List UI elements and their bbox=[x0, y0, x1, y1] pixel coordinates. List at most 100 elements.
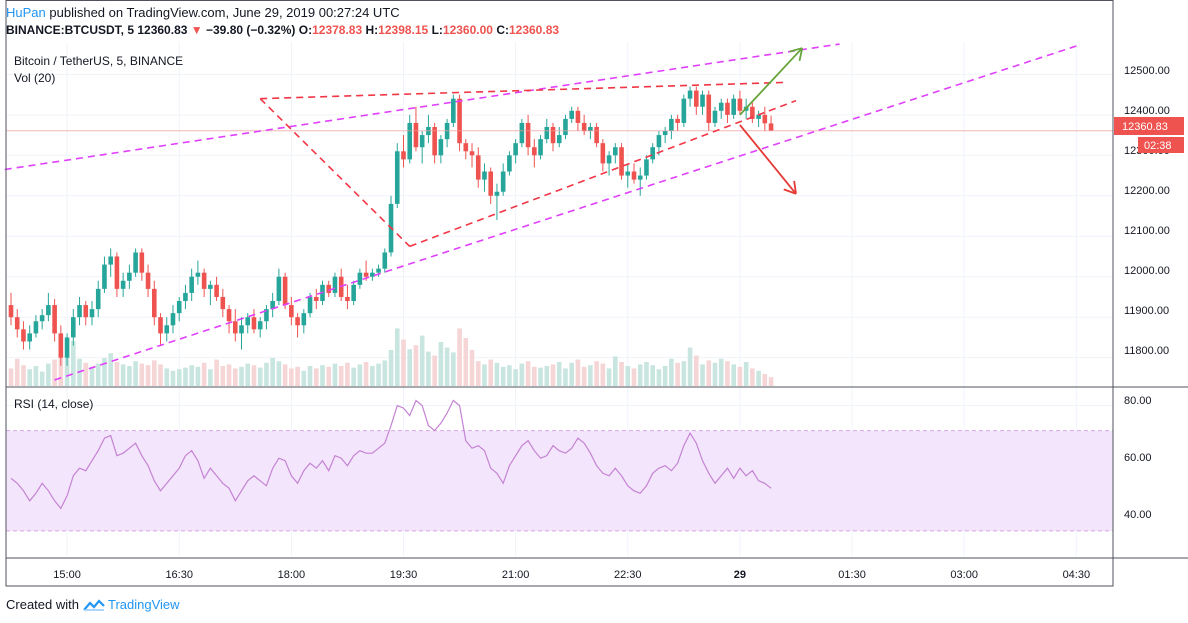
bearish-arrow-shaft bbox=[739, 124, 797, 195]
volume-bar bbox=[594, 361, 599, 386]
candle-body bbox=[214, 284, 219, 297]
candle-body bbox=[457, 98, 462, 144]
candle-body bbox=[270, 301, 275, 310]
candle-body bbox=[401, 151, 406, 160]
candle-body bbox=[83, 305, 89, 318]
volume-bar bbox=[475, 361, 481, 386]
symbol-label: BINANCE:BTCUSDT, 5 bbox=[6, 23, 135, 37]
volume-bar bbox=[463, 338, 469, 386]
candle-body bbox=[89, 309, 95, 318]
candle-body bbox=[768, 123, 774, 131]
candle-body bbox=[650, 147, 655, 160]
volume-bar bbox=[108, 353, 113, 386]
bullish-arrow-head bbox=[789, 47, 803, 53]
candle-body bbox=[21, 329, 26, 342]
volume-bar bbox=[164, 368, 170, 386]
time-tick: 01:30 bbox=[838, 569, 866, 581]
volume-bar bbox=[500, 366, 506, 386]
volume-bar bbox=[694, 355, 699, 386]
lower-channel-trendline bbox=[54, 45, 1077, 381]
candle-body bbox=[675, 118, 680, 123]
volume-bar bbox=[712, 362, 718, 386]
bearish-arrow-head bbox=[793, 180, 797, 194]
candle-body bbox=[133, 252, 138, 273]
time-axis-labels[interactable]: 15:00 16:30 18:00 19:30 21:00 22:30 29 0… bbox=[53, 569, 1090, 581]
volume-bar bbox=[326, 366, 332, 386]
volume-bar bbox=[469, 350, 475, 386]
candle-body bbox=[8, 305, 14, 318]
high-value: 12398.15 bbox=[378, 23, 429, 37]
candle-body bbox=[438, 139, 444, 156]
price-axis-labels[interactable]: 12500.00 12400.00 12300.00 12200.00 1210… bbox=[1124, 65, 1170, 357]
candlesticks[interactable] bbox=[8, 86, 774, 366]
time-tick: 15:00 bbox=[53, 569, 81, 581]
volume-bar bbox=[407, 349, 413, 386]
open-value: 12378.83 bbox=[312, 23, 363, 37]
candle-body bbox=[158, 317, 163, 334]
volume-bar bbox=[14, 358, 20, 386]
rsi-tick: 80.00 bbox=[1124, 395, 1152, 407]
bullish-arrow-head bbox=[798, 47, 804, 61]
volume-bar bbox=[276, 361, 282, 386]
candle-body bbox=[532, 147, 537, 156]
wedge-left-trendline bbox=[259, 98, 411, 247]
volume-bar bbox=[444, 347, 450, 386]
volume-bar bbox=[313, 368, 319, 386]
candle-body bbox=[600, 143, 606, 164]
candle-body bbox=[712, 110, 718, 123]
volume-bar bbox=[370, 366, 375, 386]
time-tick: 16:30 bbox=[165, 569, 193, 581]
tradingview-logo-icon bbox=[83, 598, 105, 611]
candle-body bbox=[662, 131, 668, 136]
author-name[interactable]: HuPan bbox=[6, 5, 46, 20]
candle-body bbox=[463, 143, 469, 152]
candle-body bbox=[469, 151, 475, 156]
volume-bar bbox=[8, 368, 14, 386]
candle-body bbox=[563, 118, 568, 136]
tradingview-brand-link[interactable]: TradingView bbox=[107, 597, 180, 612]
volume-bar bbox=[114, 362, 120, 386]
volume-bar bbox=[550, 364, 556, 386]
candle-body bbox=[95, 288, 101, 310]
candle-body bbox=[519, 122, 525, 144]
volume-label: Vol (20) bbox=[14, 71, 55, 85]
price-tick: 12200.00 bbox=[1124, 185, 1170, 197]
footer: Created with TradingView bbox=[6, 597, 180, 612]
candle-body bbox=[108, 256, 113, 265]
candle-body bbox=[494, 191, 500, 196]
last-price: 12360.83 bbox=[137, 23, 188, 37]
volume-bar bbox=[289, 368, 294, 386]
price-tick: 12000.00 bbox=[1124, 265, 1170, 277]
volume-bar bbox=[438, 342, 444, 386]
volume-bar bbox=[251, 365, 257, 386]
candle-body bbox=[313, 296, 319, 302]
volume-bar bbox=[102, 358, 107, 386]
candle-body bbox=[176, 301, 182, 314]
volume-bar bbox=[457, 328, 462, 386]
candle-body bbox=[382, 252, 388, 269]
volume-bar bbox=[706, 360, 712, 386]
rsi-tick: 40.00 bbox=[1124, 509, 1152, 521]
candle-body bbox=[606, 155, 612, 164]
candle-body bbox=[232, 321, 238, 334]
rsi-axis-labels[interactable]: 80.00 60.00 40.00 bbox=[1124, 395, 1152, 521]
time-tick: 18:00 bbox=[278, 569, 306, 581]
candle-body bbox=[556, 135, 562, 144]
volume-bar bbox=[519, 363, 525, 386]
volume-bar bbox=[718, 358, 724, 386]
volume-bar bbox=[307, 366, 313, 386]
candle-body bbox=[226, 309, 232, 322]
candle-body bbox=[201, 272, 207, 289]
trendline-drawings[interactable] bbox=[4, 43, 1113, 381]
volume-bar bbox=[675, 362, 680, 386]
candle-body bbox=[289, 305, 294, 318]
wedge-top-trendline bbox=[260, 81, 784, 100]
close-value: 12360.83 bbox=[508, 23, 560, 37]
volume-bar bbox=[151, 360, 157, 386]
volume-bar bbox=[563, 368, 568, 386]
candle-body bbox=[613, 147, 618, 156]
price-tick: 12400.00 bbox=[1124, 105, 1170, 117]
volume-bar bbox=[332, 363, 338, 386]
rsi-indicator bbox=[10, 399, 772, 510]
